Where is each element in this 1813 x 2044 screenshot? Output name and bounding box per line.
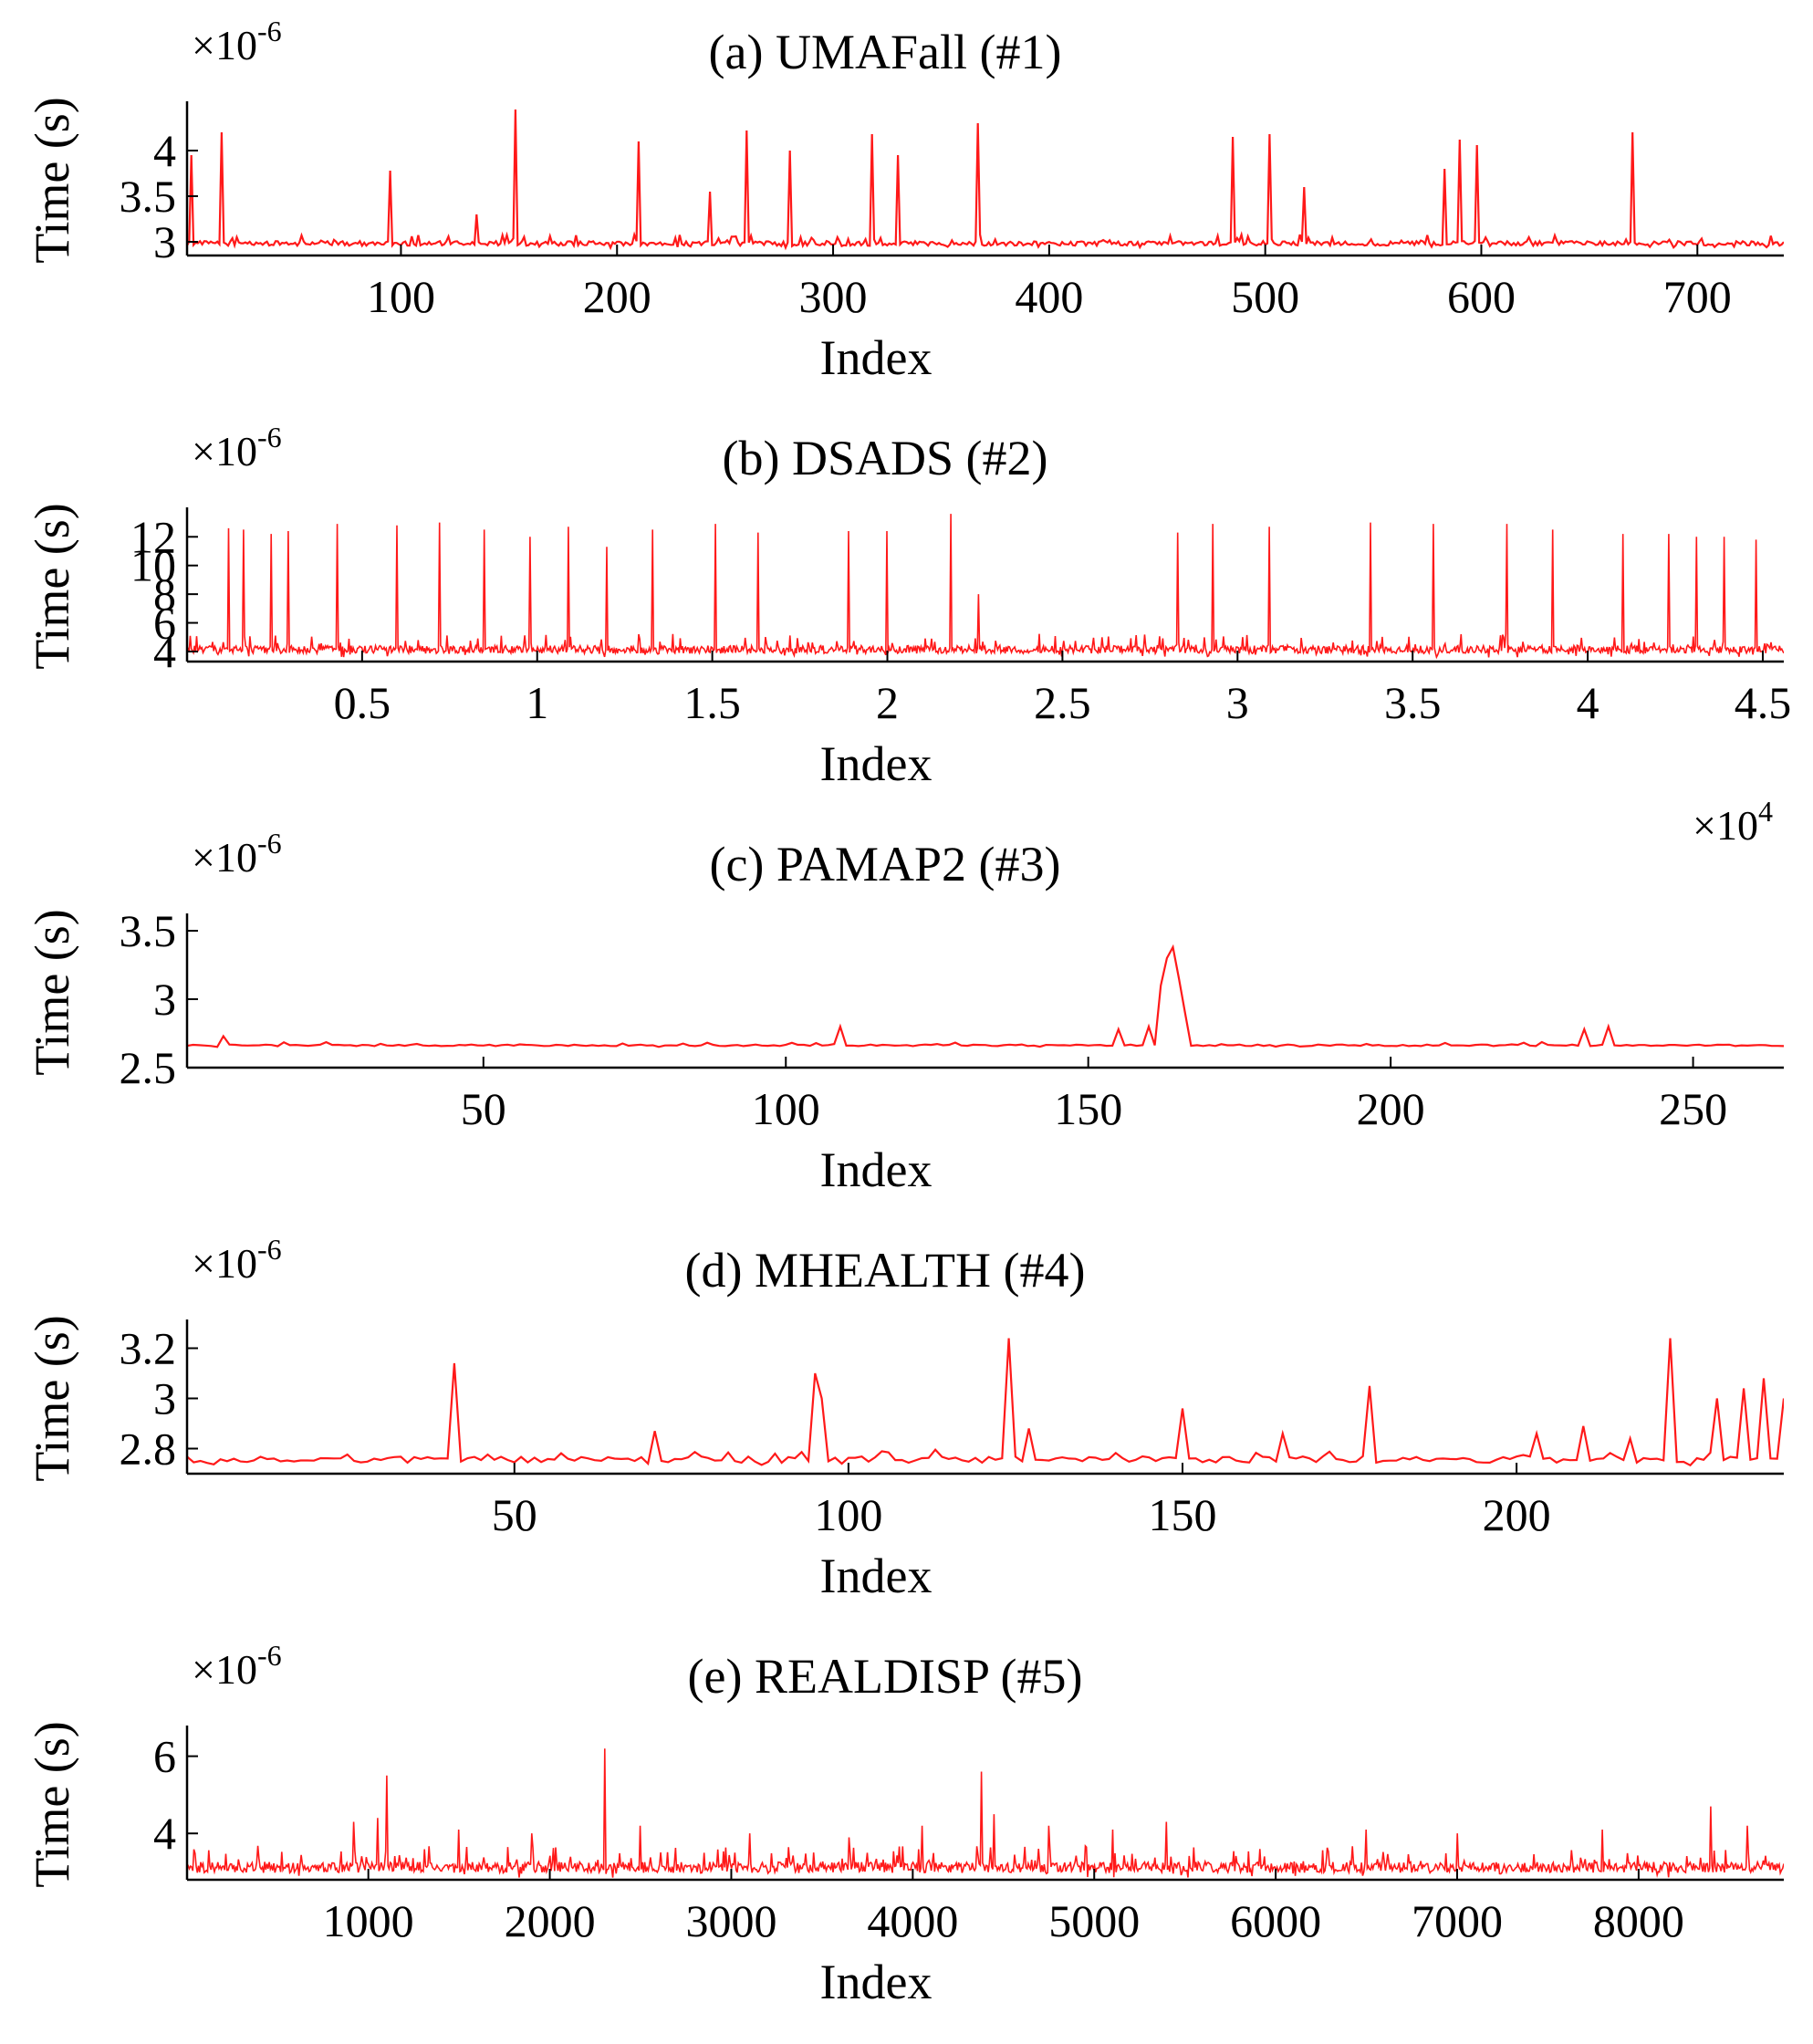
- y-exponent-value: -6: [257, 1233, 282, 1266]
- x-tick-label: 1.5: [683, 677, 741, 728]
- x-tick-label: 2: [876, 677, 899, 728]
- x-tick-label: 4: [1577, 677, 1599, 728]
- y-tick-label: 6: [153, 598, 176, 649]
- x-axis-label: Index: [820, 736, 933, 791]
- x-tick-label: 2.5: [1034, 677, 1091, 728]
- subplot-a: (a) UMAFall (#1) ×10-6 100 200 300 400 500 600 7…: [25, 15, 1784, 385]
- series-line: [187, 1338, 1784, 1467]
- x-tick-label: 100: [367, 271, 435, 322]
- x-tick-label: 200: [1357, 1083, 1425, 1134]
- y-tick-label: 6: [153, 1731, 176, 1782]
- y-tick-label: 4: [153, 626, 176, 677]
- y-tick-label: 3.2: [120, 1323, 177, 1374]
- y-axis-label: Time (s): [25, 1721, 79, 1888]
- x-axis-label: Index: [820, 1142, 933, 1197]
- x-axis-label: Index: [820, 330, 933, 385]
- x-tick-label: 150: [1149, 1489, 1217, 1540]
- y-tick-label: 2.8: [120, 1424, 177, 1475]
- x-tick-label: 7000: [1412, 1895, 1503, 1946]
- x-tick-label: 300: [799, 271, 868, 322]
- y-tick-label: 12: [130, 511, 176, 562]
- y-exponent-label: ×10-6: [192, 827, 282, 881]
- x-tick-label: 6000: [1230, 1895, 1321, 1946]
- x-exponent-value: 4: [1758, 795, 1773, 828]
- x-tick-label: 1000: [323, 1895, 414, 1946]
- subplot-title: (b) DSADS (#2): [723, 431, 1048, 485]
- x-tick-label: 3.5: [1384, 677, 1442, 728]
- y-tick-label: 2.5: [120, 1042, 177, 1093]
- y-exponent-label: ×10-6: [192, 421, 282, 474]
- y-tick-label: 4: [153, 125, 176, 176]
- y-tick-label: 3: [153, 974, 176, 1025]
- y-tick-label: 10: [130, 540, 176, 591]
- y-tick-label: 3.5: [120, 171, 177, 222]
- subplot-d: (d) MHEALTH (#4) ×10-6 50 100 150 200 2.833.2 I…: [25, 1233, 1784, 1603]
- x-axis-label: Index: [820, 1549, 933, 1603]
- y-tick-label: 3: [153, 216, 176, 267]
- x-tick-label: 150: [1054, 1083, 1122, 1134]
- y-tick-label: 4: [153, 1808, 176, 1859]
- x-axis-label: Index: [820, 1955, 933, 2009]
- x-tick-label: 100: [752, 1083, 820, 1134]
- x-tick-label: 400: [1015, 271, 1083, 322]
- y-exponent-value: -6: [257, 15, 282, 47]
- series-line: [187, 944, 1784, 1048]
- y-tick-label: 3.5: [120, 905, 177, 956]
- x-tick-label: 50: [461, 1083, 506, 1134]
- y-exponent-label: ×10-6: [192, 1233, 282, 1287]
- y-tick-label: 3: [153, 1373, 176, 1424]
- x-tick-label: 3000: [685, 1895, 776, 1946]
- x-exponent-label: ×104: [1693, 795, 1773, 849]
- subplot-title: (c) PAMAP2 (#3): [709, 837, 1060, 892]
- y-exponent-value: -6: [257, 827, 282, 860]
- y-exponent-label: ×10-6: [192, 15, 282, 68]
- x-tick-label: 100: [814, 1489, 882, 1540]
- y-exponent-value: -6: [257, 421, 282, 454]
- x-tick-label: 2000: [505, 1895, 596, 1946]
- subplot-title: (d) MHEALTH (#4): [685, 1243, 1086, 1298]
- y-axis-label: Time (s): [25, 97, 79, 264]
- x-tick-label: 200: [1483, 1489, 1551, 1540]
- subplot-b: (b) DSADS (#2)×10-60.5 1 1.5 2 2.5 3 3.5 4 4.546…: [25, 421, 1791, 849]
- series-line: [187, 109, 1784, 251]
- x-tick-label: 600: [1447, 271, 1516, 322]
- series-line: [187, 1748, 1784, 1878]
- y-axis-label: Time (s): [25, 503, 79, 670]
- subplot-title: (e) REALDISP (#5): [688, 1649, 1083, 1704]
- y-tick-label: 8: [153, 568, 176, 620]
- x-tick-label: 200: [583, 271, 651, 322]
- x-tick-label: 50: [492, 1489, 537, 1540]
- x-tick-label: 8000: [1593, 1895, 1684, 1946]
- y-exponent-value: -6: [257, 1639, 282, 1672]
- x-tick-label: 700: [1663, 271, 1732, 322]
- x-tick-label: 250: [1659, 1083, 1727, 1134]
- y-axis-label: Time (s): [25, 1315, 79, 1482]
- x-tick-label: 5000: [1048, 1895, 1140, 1946]
- subplot-title: (a) UMAFall (#1): [709, 25, 1062, 79]
- x-tick-label: 1: [526, 677, 548, 728]
- x-tick-label: 4000: [867, 1895, 958, 1946]
- x-tick-label: 0.5: [334, 677, 391, 728]
- subplot-e: (e) REALDISP (#5) ×10-6 1000 2000 3000 4000 50…: [25, 1639, 1784, 2009]
- x-tick-label: 3: [1226, 677, 1249, 728]
- y-exponent-label: ×10-6: [192, 1639, 282, 1693]
- x-tick-label: 500: [1231, 271, 1299, 322]
- series-line: [187, 514, 1784, 660]
- subplot-c: (c) PAMAP2 (#3) ×10-6 50 100 150 200 250 2.5 3 3.…: [25, 827, 1784, 1197]
- y-axis-label: Time (s): [25, 909, 79, 1076]
- x-tick-label: 4.5: [1735, 677, 1792, 728]
